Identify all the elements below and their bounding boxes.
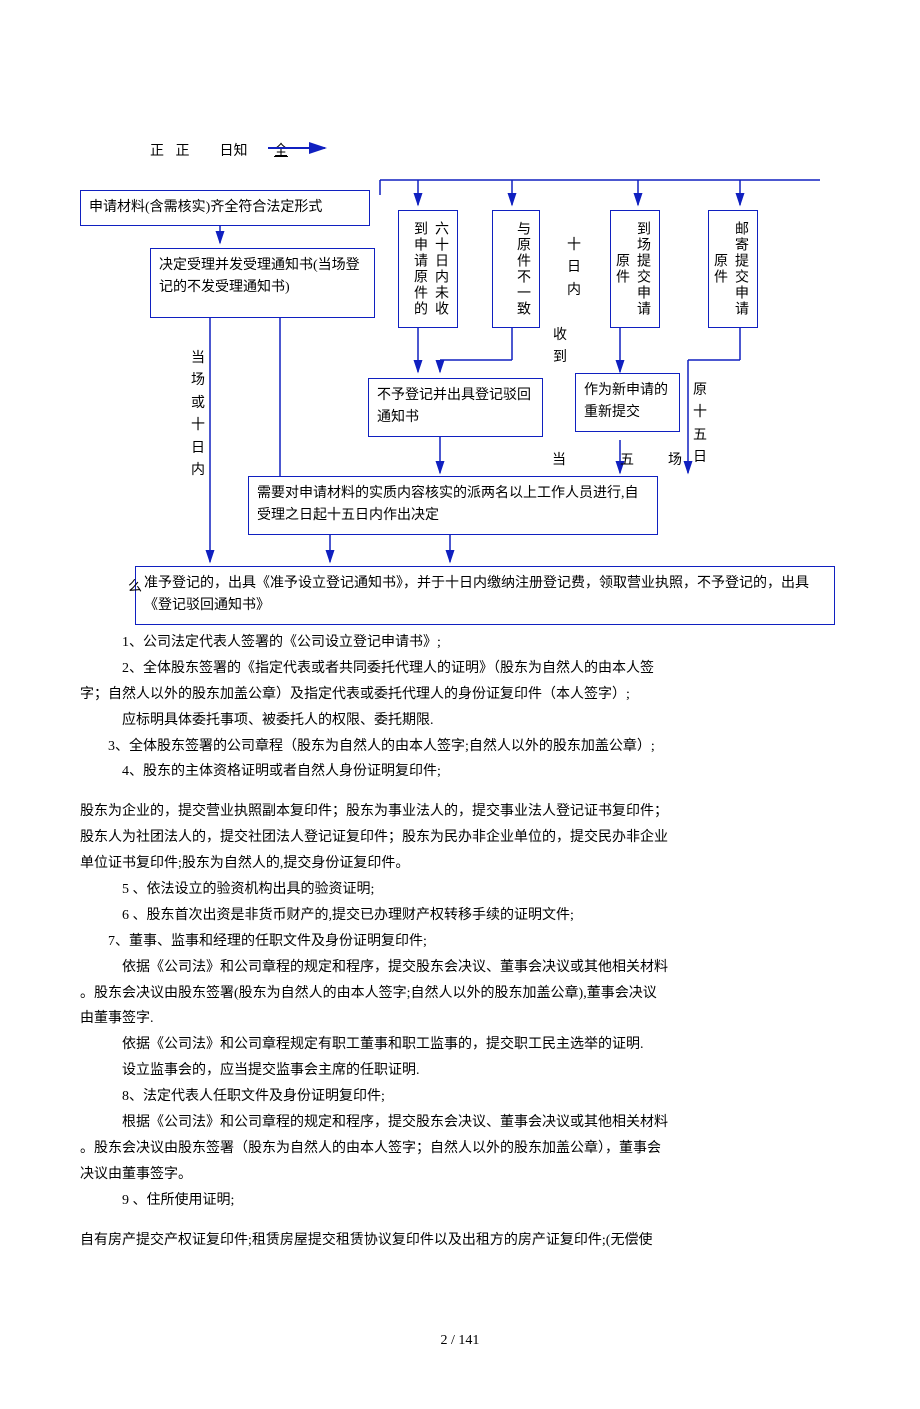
item-5b: 股东人为社团法人的，提交社团法人登记证复印件；股东为民办非企业单位的，提交民办非… bbox=[80, 825, 840, 851]
item-12: 8、法定代表人任职文件及身份证明复印件; bbox=[80, 1084, 840, 1110]
label-onsite: 当 bbox=[552, 450, 566, 472]
item-3: 3、全体股东签署的公司章程（股东为自然人的由本人签字;自然人以外的股东加盖公章）… bbox=[80, 734, 840, 760]
item-8: 7、董事、监事和经理的任职文件及身份证明复印件; bbox=[80, 929, 840, 955]
box-accept-notice: 决定受理并发受理通知书(当场登记的不发受理通知书) bbox=[150, 248, 375, 318]
item-2a: 2、全体股东签署的《指定代表或者共同委托代理人的证明》（股东为自然人的由本人签 bbox=[80, 656, 840, 682]
item-10: 依据《公司法》和公司章程规定有职工董事和职工监事的，提交职工民主选举的证明. bbox=[80, 1032, 840, 1058]
item-5c: 单位证书复印件;股东为自然人的,提交身份证复印件。 bbox=[80, 851, 840, 877]
box-reject-notice: 不予登记并出具登记驳回通知书 bbox=[368, 378, 543, 437]
body-text: 1、公司法定代表人签署的《公司设立登记申请书》; 2、全体股东签署的《指定代表或… bbox=[80, 630, 840, 1253]
item-13b: 。股东会决议由股东签署（股东为自然人的由本人签字；自然人以外的股东加盖公章），董… bbox=[80, 1136, 840, 1162]
item-9b: 。股东会决议由股东签署(股东为自然人的由本人签字;自然人以外的股东加盖公章),董… bbox=[80, 981, 840, 1007]
item-15: 自有房产提交产权证复印件;租赁房屋提交租赁协议复印件以及出租方的房产证复印件;(… bbox=[80, 1228, 840, 1254]
vbox-inconsistent: 与原件不一致 bbox=[492, 210, 540, 328]
item-1: 1、公司法定代表人签署的《公司设立登记申请书》; bbox=[80, 630, 840, 656]
box-approve-result: 准予登记的，出具《准予设立登记通知书》，并于十日内缴纳注册登记费，领取营业执照，… bbox=[135, 566, 835, 625]
label-onsite2: 场 bbox=[668, 450, 682, 472]
label-5days-b: 五 bbox=[620, 450, 634, 472]
item-4: 4、股东的主体资格证明或者自然人身份证明复印件; bbox=[80, 759, 840, 785]
item-7: 6 、股东首次出资是非货币财产的,提交已办理财产权转移手续的证明文件; bbox=[80, 903, 840, 929]
item-2b: 字；自然人以外的股东加盖公章）及指定代表或委托代理人的身份证复印件（本人签字）; bbox=[80, 682, 840, 708]
box-resubmit: 作为新申请的重新提交 bbox=[575, 373, 680, 432]
label-receive: 收 到 bbox=[552, 325, 568, 370]
item-9a: 依据《公司法》和公司章程的规定和程序，提交股东会决议、董事会决议或其他相关材料 bbox=[80, 955, 840, 981]
label-10days: 十 日 内 bbox=[566, 235, 582, 302]
flowchart-area: 正 正 日知 全 bbox=[80, 100, 840, 620]
vbox-mail-submit: 邮寄提交申请原件 bbox=[708, 210, 758, 328]
item-5a: 股东为企业的，提交营业执照副本复印件；股东为事业法人的，提交事业法人登记证书复印… bbox=[80, 799, 840, 825]
item-6: 5 、依法设立的验资机构出具的验资证明; bbox=[80, 877, 840, 903]
item-13a: 根据《公司法》和公司章程的规定和程序，提交股东会决议、董事会决议或其他相关材料 bbox=[80, 1110, 840, 1136]
top-label-c: 日知 bbox=[220, 144, 248, 159]
top-label-d: 全 bbox=[274, 144, 288, 159]
vbox-60days: 六十日内未收到申请原件的 bbox=[398, 210, 458, 328]
top-label-b: 正 bbox=[176, 144, 190, 159]
item-11: 设立监事会的，应当提交监事会主席的任职证明. bbox=[80, 1058, 840, 1084]
stray-mark: 么 bbox=[128, 576, 142, 596]
item-2c: 应标明具体委托事项、被委托人的权限、委托期限. bbox=[80, 708, 840, 734]
box-verify-content: 需要对申请材料的实质内容核实的派两名以上工作人员进行,自受理之日起十五日内作出决… bbox=[248, 476, 658, 535]
item-14: 9 、住所使用证明; bbox=[80, 1188, 840, 1214]
label-left-days: 当 场 或 十 日 内 bbox=[190, 348, 206, 482]
top-label-row: 正 正 日知 全 bbox=[150, 140, 296, 160]
label-right: 原 十 五 日 bbox=[692, 380, 708, 470]
vbox-onsite-submit: 到场提交申请原件 bbox=[610, 210, 660, 328]
page: 正 正 日知 全 bbox=[0, 0, 920, 1409]
box-input-materials: 申请材料(含需核实)齐全符合法定形式 bbox=[80, 190, 370, 226]
item-13c: 决议由董事签字。 bbox=[80, 1162, 840, 1188]
top-label-a: 正 bbox=[150, 144, 164, 159]
item-9c: 由董事签字. bbox=[80, 1006, 840, 1032]
page-footer: 2 / 141 bbox=[80, 1333, 840, 1349]
